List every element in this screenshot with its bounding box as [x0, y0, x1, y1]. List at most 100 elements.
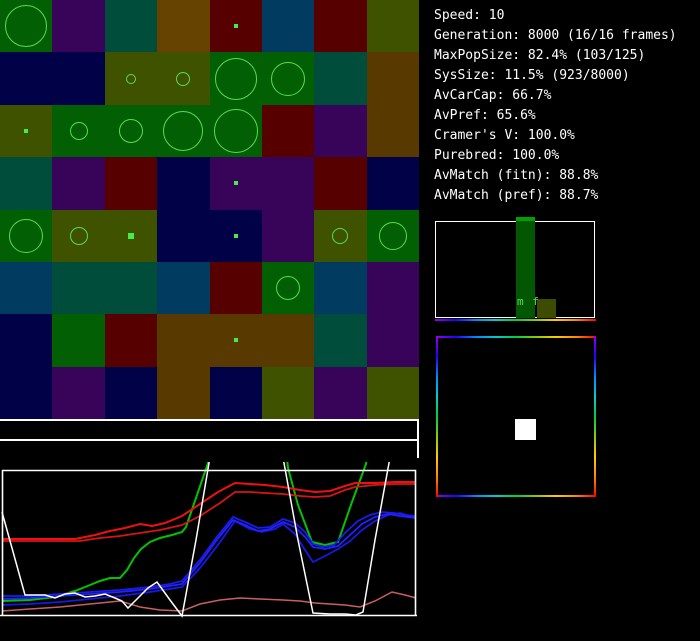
stat-line: SysSize: 11.5% (923/8000) [434, 68, 630, 83]
world-cell[interactable] [261, 209, 315, 262]
world-cell[interactable] [104, 0, 158, 53]
world-cell[interactable] [261, 366, 315, 419]
world-cell[interactable] [157, 209, 210, 262]
stat-line: Generation: 8000 (16/16 frames) [434, 28, 677, 43]
series-red-upper [2, 481, 416, 540]
world-cell[interactable] [0, 157, 53, 210]
world-cell[interactable] [0, 366, 53, 419]
stat-line: Purebred: 100.0% [434, 148, 560, 163]
organism-circle [176, 71, 191, 86]
world-cell[interactable] [104, 52, 158, 105]
world-cell[interactable] [209, 261, 262, 315]
world-cell[interactable] [0, 52, 53, 105]
world-cell[interactable] [0, 261, 53, 315]
world-cell[interactable] [366, 104, 419, 158]
world-cell[interactable] [52, 314, 105, 367]
world-cell[interactable] [366, 0, 419, 53]
stat-line: Cramer's V: 100.0% [434, 128, 575, 143]
world-grid[interactable] [0, 0, 419, 419]
world-cell[interactable] [157, 52, 210, 105]
series-blue-3 [1, 512, 417, 606]
world-cell[interactable] [261, 0, 315, 53]
world-cell[interactable] [314, 157, 367, 210]
organism-dot [233, 24, 238, 29]
world-cell[interactable] [261, 157, 315, 210]
stat-line: AvMatch (pref): 88.7% [434, 188, 599, 203]
organism-circle [125, 73, 136, 84]
world-cell[interactable] [52, 104, 105, 158]
world-cell[interactable] [104, 366, 158, 419]
world-cell[interactable] [261, 52, 315, 105]
world-cell[interactable] [261, 104, 315, 158]
world-cell[interactable] [157, 314, 210, 367]
series-blue-2 [1, 513, 417, 600]
timeline-strip-top-line [0, 419, 419, 421]
world-cell[interactable] [157, 104, 210, 158]
stat-line: AvPref: 65.6% [434, 108, 536, 123]
preference-map-panel[interactable] [436, 336, 596, 497]
world-cell[interactable] [366, 157, 419, 210]
world-cell[interactable] [209, 157, 262, 210]
sex-label: m f [517, 295, 540, 308]
timeline-cursor[interactable] [417, 419, 419, 458]
female-bar [537, 299, 556, 318]
world-cell[interactable] [104, 157, 158, 210]
world-cell[interactable] [314, 209, 367, 262]
world-cell[interactable] [314, 366, 367, 419]
world-cell[interactable] [209, 366, 262, 419]
world-cell[interactable] [157, 0, 210, 53]
world-cell[interactable] [209, 209, 262, 262]
world-cell[interactable] [261, 314, 315, 367]
world-cell[interactable] [314, 261, 367, 315]
world-cell[interactable] [52, 261, 105, 315]
world-cell[interactable] [0, 314, 53, 367]
sex-histogram-panel[interactable] [435, 221, 595, 318]
world-cell[interactable] [366, 52, 419, 105]
world-cell[interactable] [366, 209, 419, 262]
world-cell[interactable] [157, 157, 210, 210]
world-cell[interactable] [157, 366, 210, 419]
population-cluster-marker [515, 419, 536, 440]
organism-dot [233, 181, 238, 186]
stats-panel: Speed: 10 Generation: 8000 (16/16 frames)… [434, 6, 677, 206]
world-cell[interactable] [0, 104, 53, 158]
world-cell[interactable] [52, 209, 105, 262]
organism-circle [332, 227, 349, 244]
world-cell[interactable] [366, 261, 419, 315]
world-cell[interactable] [104, 314, 158, 367]
world-cell[interactable] [52, 157, 105, 210]
world-cell[interactable] [0, 209, 53, 262]
world-cell[interactable] [52, 52, 105, 105]
series-red-lower [2, 483, 416, 542]
world-cell[interactable] [366, 366, 419, 419]
organism-circle [271, 61, 306, 96]
world-cell[interactable] [0, 0, 53, 53]
world-cell[interactable] [52, 366, 105, 419]
world-cell[interactable] [314, 314, 367, 367]
world-cell[interactable] [157, 261, 210, 315]
world-cell[interactable] [314, 104, 367, 158]
world-cell[interactable] [209, 314, 262, 367]
organism-circle [214, 57, 257, 100]
organism-circle [118, 118, 143, 143]
world-cell[interactable] [314, 0, 367, 53]
world-cell[interactable] [209, 0, 262, 53]
chart-border [0, 469, 417, 617]
male-bar-cap [516, 217, 535, 221]
organism-circle [378, 221, 407, 250]
world-cell[interactable] [104, 104, 158, 158]
world-cell[interactable] [209, 104, 262, 158]
world-cell[interactable] [104, 261, 158, 315]
world-cell[interactable] [209, 52, 262, 105]
world-cell[interactable] [52, 0, 105, 53]
series-salmon-flat-low [1, 591, 417, 612]
world-cell[interactable] [366, 314, 419, 367]
organism-circle [5, 5, 48, 48]
world-cell[interactable] [104, 209, 158, 262]
series-white-jagged [1, 462, 390, 618]
world-cell[interactable] [261, 261, 315, 315]
world-cell[interactable] [314, 52, 367, 105]
trend-chart[interactable] [0, 460, 420, 641]
stat-line: MaxPopSize: 82.4% (103/125) [434, 48, 646, 63]
